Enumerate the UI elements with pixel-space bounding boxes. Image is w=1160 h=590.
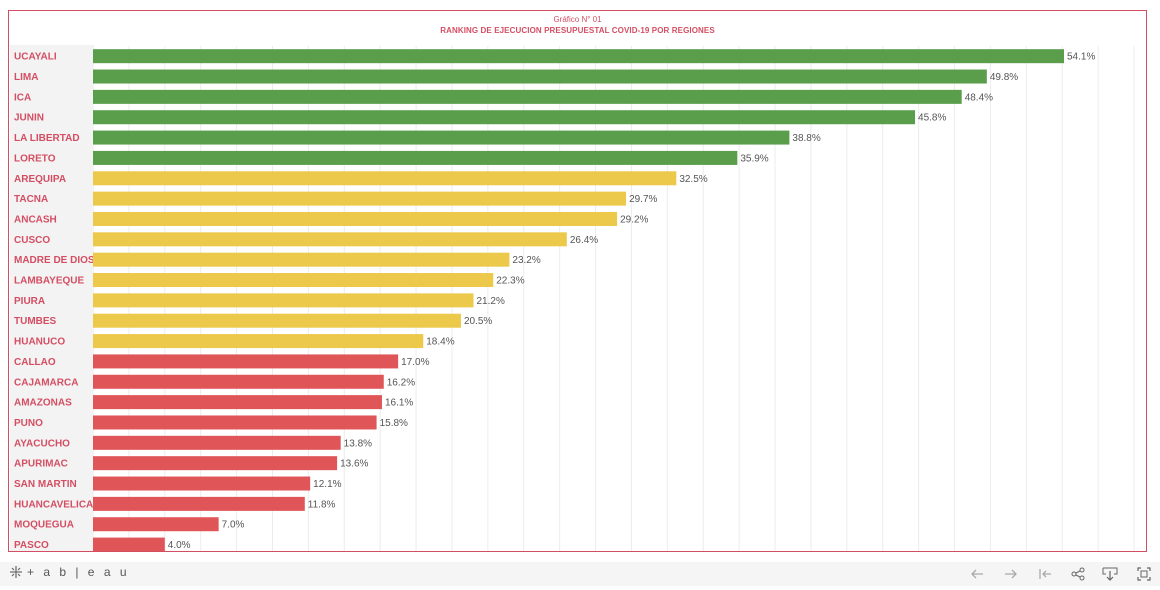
category-label: PASCO — [14, 540, 49, 551]
data-label: 38.8% — [792, 133, 820, 144]
undo-icon — [971, 569, 983, 579]
category-label: LAMBAYEQUE — [14, 276, 85, 287]
tableau-toolbar: + a b | e a u — [0, 562, 1160, 586]
category-label: LORETO — [14, 153, 56, 164]
bar — [93, 150, 738, 165]
category-label: ANCASH — [14, 214, 57, 225]
data-label: 17.0% — [401, 357, 429, 368]
bar — [93, 171, 677, 186]
bar — [93, 415, 377, 430]
bar — [93, 496, 305, 511]
category-label: CALLAO — [14, 357, 56, 368]
category-label: ICA — [14, 92, 31, 103]
data-label: 48.4% — [965, 92, 993, 103]
data-label: 12.1% — [313, 479, 341, 490]
share-icon — [1071, 567, 1085, 581]
category-label: MOQUEGUA — [14, 520, 74, 531]
download-button[interactable] — [1101, 565, 1119, 583]
data-label: 45.8% — [918, 113, 946, 124]
revert-icon — [1039, 569, 1051, 579]
data-label: 16.1% — [385, 398, 413, 409]
category-label: SAN MARTIN — [14, 479, 77, 490]
tableau-logo[interactable]: + a b | e a u — [9, 565, 130, 579]
bar — [93, 89, 962, 104]
category-label: PIURA — [14, 296, 45, 307]
data-label: 35.9% — [740, 153, 768, 164]
bar — [93, 49, 1065, 64]
fullscreen-button[interactable] — [1135, 565, 1153, 583]
bar — [93, 211, 618, 226]
data-label: 13.6% — [340, 459, 368, 470]
bar — [93, 456, 338, 471]
chart-frame: Gráfico N° 01 RANKING DE EJECUCION PRESU… — [8, 10, 1147, 552]
category-label: CAJAMARCA — [14, 377, 78, 388]
chart-title: RANKING DE EJECUCION PRESUPUESTAL COVID-… — [440, 26, 715, 35]
category-label: AMAZONAS — [14, 398, 72, 409]
data-label: 22.3% — [496, 276, 524, 287]
category-label-column — [10, 45, 94, 551]
category-label: LA LIBERTAD — [14, 133, 80, 144]
category-label: AREQUIPA — [14, 174, 66, 185]
data-label: 13.8% — [344, 438, 372, 449]
category-label: PUNO — [14, 418, 43, 429]
bar — [93, 110, 916, 125]
data-label: 11.8% — [308, 499, 336, 510]
data-label: 32.5% — [679, 174, 707, 185]
category-label: APURIMAC — [14, 459, 68, 470]
bar — [93, 517, 219, 532]
category-label: LIMA — [14, 72, 38, 83]
bar — [93, 69, 987, 84]
category-label: MADRE DE DIOS — [14, 255, 95, 266]
bar-chart: UCAYALI 54.1% LIMA 49.8% ICA 48.4% JUNIN 45.8% L… — [14, 46, 1135, 551]
undo-button[interactable] — [968, 565, 986, 583]
category-label: AYACUCHO — [14, 438, 70, 449]
bar — [93, 293, 474, 308]
data-label: 4.0% — [168, 540, 191, 551]
bar — [93, 537, 165, 551]
category-label: HUANUCO — [14, 337, 65, 348]
bar — [93, 334, 424, 349]
revert-button[interactable] — [1036, 565, 1054, 583]
chart-subtitle: Gráfico N° 01 — [553, 15, 602, 24]
chart-title-block: Gráfico N° 01 RANKING DE EJECUCION PRESU… — [9, 15, 1146, 36]
data-label: 7.0% — [222, 520, 245, 531]
tableau-wordmark: + a b | e a u — [27, 565, 130, 579]
bar — [93, 273, 494, 288]
data-label: 26.4% — [570, 235, 598, 246]
data-label: 54.1% — [1067, 52, 1095, 63]
fullscreen-icon — [1137, 567, 1151, 581]
data-label: 23.2% — [512, 255, 540, 266]
data-label: 20.5% — [464, 316, 492, 327]
share-button[interactable] — [1069, 565, 1087, 583]
data-label: 29.2% — [620, 214, 648, 225]
category-label: TUMBES — [14, 316, 57, 327]
data-label: 29.7% — [629, 194, 657, 205]
category-label: TACNA — [14, 194, 48, 205]
redo-button[interactable] — [1002, 565, 1020, 583]
data-label: 21.2% — [477, 296, 505, 307]
bar — [93, 130, 790, 145]
category-label: UCAYALI — [14, 52, 57, 63]
bar — [93, 191, 627, 206]
bar — [93, 252, 510, 267]
category-label: JUNIN — [14, 113, 44, 124]
bar — [93, 476, 311, 491]
bar — [93, 313, 461, 328]
data-label: 15.8% — [380, 418, 408, 429]
bar — [93, 435, 341, 450]
bar — [93, 232, 567, 247]
bar — [93, 374, 384, 389]
download-icon — [1102, 567, 1118, 581]
bar — [93, 354, 399, 369]
tableau-logo-icon — [10, 566, 22, 578]
redo-icon — [1005, 569, 1017, 579]
data-label: 49.8% — [990, 72, 1018, 83]
category-label: CUSCO — [14, 235, 50, 246]
bar — [93, 395, 382, 410]
data-label: 16.2% — [387, 377, 415, 388]
category-label: HUANCAVELICA — [14, 499, 93, 510]
data-label: 18.4% — [426, 337, 454, 348]
